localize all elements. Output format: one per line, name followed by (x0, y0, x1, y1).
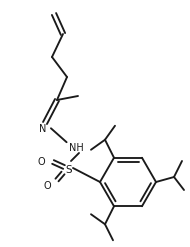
Text: O: O (43, 181, 51, 191)
Text: NH: NH (69, 143, 83, 153)
Text: O: O (37, 157, 45, 167)
Text: S: S (66, 165, 72, 175)
Text: N: N (39, 124, 47, 134)
